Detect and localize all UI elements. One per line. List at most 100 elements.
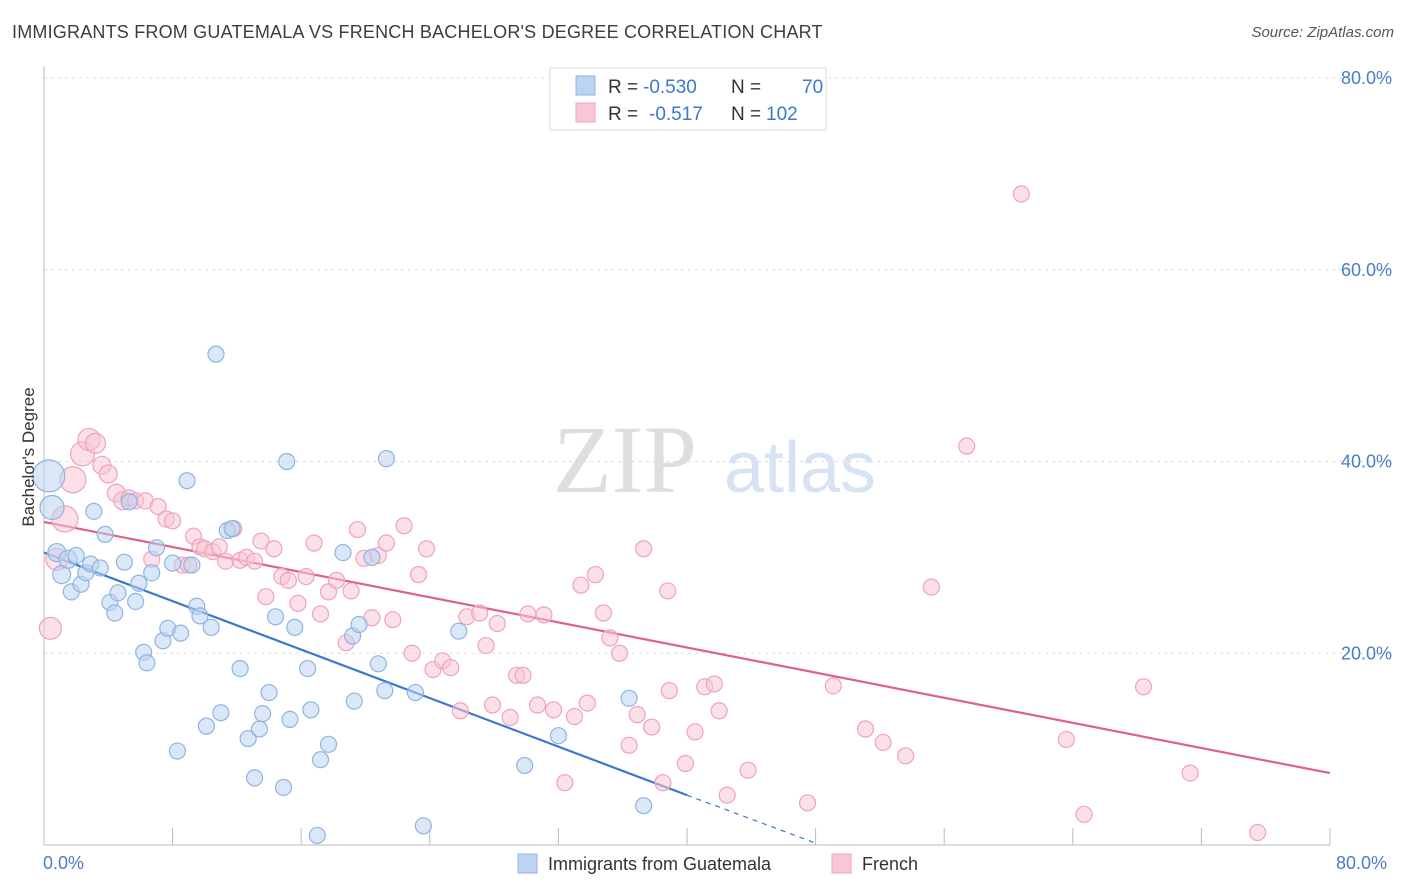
- y-tick-label-80: 80.0%: [1341, 68, 1392, 88]
- french-point: [610, 644, 629, 662]
- french-point: [252, 532, 270, 550]
- legend-box: [549, 67, 827, 131]
- guatemala-point: [164, 554, 182, 572]
- french-point: [856, 720, 875, 738]
- legend: R = -0.530 N = 70 R = -0.517 N = 102: [549, 67, 827, 131]
- guatemala-point: [376, 682, 394, 700]
- legend-n-value-2: 102: [766, 104, 798, 125]
- guatemala-point: [260, 683, 278, 702]
- french-point: [565, 707, 584, 726]
- guatemala-point: [109, 584, 127, 602]
- guatemala-point: [245, 769, 264, 787]
- french-point: [217, 552, 235, 570]
- guatemala-point: [634, 797, 653, 815]
- french-point: [245, 552, 264, 570]
- guatemala-point: [168, 742, 187, 760]
- watermark-zip: ZIP: [553, 406, 697, 513]
- french-point: [739, 761, 757, 779]
- guatemala-point: [620, 689, 638, 707]
- guatemala-point: [254, 705, 272, 723]
- french-point: [594, 604, 613, 622]
- french-point: [705, 675, 723, 693]
- guatemala-point: [377, 450, 395, 468]
- french-point: [38, 616, 63, 640]
- french-point: [1181, 764, 1199, 782]
- guatemala-point: [345, 692, 363, 710]
- bottom-legend-swatch-guatemala: [517, 853, 538, 874]
- french-point: [544, 701, 563, 719]
- french-point: [514, 666, 532, 684]
- french-point: [257, 588, 275, 606]
- bottom-legend-label-french: French: [862, 854, 918, 874]
- legend-swatch-french: [575, 102, 596, 123]
- guatemala-point: [191, 607, 209, 625]
- french-point: [578, 694, 596, 712]
- french-point: [84, 432, 107, 454]
- guatemala-point: [143, 564, 161, 582]
- french-point: [384, 611, 402, 629]
- guatemala-point: [286, 618, 304, 636]
- guatemala-point: [106, 604, 124, 622]
- french-point: [874, 733, 892, 752]
- french-point: [377, 534, 395, 552]
- french-point: [958, 437, 976, 455]
- french-point: [1249, 823, 1267, 842]
- legend-r-label-2: R =: [608, 104, 638, 125]
- french-point: [395, 517, 413, 535]
- legend-n-value-1: 70: [802, 77, 823, 98]
- watermark-atlas: atlas: [724, 428, 876, 508]
- guatemala-point: [281, 710, 299, 729]
- french-point: [1075, 805, 1093, 823]
- french-point: [620, 736, 638, 754]
- bottom-legend-label-guatemala: Immigrants from Guatemala: [548, 854, 772, 874]
- french-point: [297, 567, 315, 586]
- guatemala-point: [147, 539, 166, 557]
- french-point: [676, 754, 694, 773]
- legend-n-label-1: N =: [731, 77, 761, 98]
- guatemala-point: [223, 520, 241, 538]
- french-point: [718, 786, 736, 804]
- french-point: [451, 702, 469, 720]
- chart-title: IMMIGRANTS FROM GUATEMALA VS FRENCH BACH…: [12, 22, 823, 42]
- legend-r-value-2: -0.517: [649, 104, 703, 125]
- grid-lines: [44, 77, 1392, 654]
- guatemala-point: [369, 655, 387, 673]
- french-point: [98, 464, 118, 484]
- french-point: [922, 578, 940, 596]
- guatemala-point: [130, 574, 148, 592]
- guatemala-points: [32, 345, 653, 845]
- y-axis-label: Bachelor's Degree: [19, 387, 38, 526]
- guatemala-point: [406, 683, 424, 702]
- guatemala-point: [231, 659, 249, 678]
- guatemala-point: [67, 546, 85, 565]
- guatemala-point: [302, 701, 320, 719]
- french-point: [1012, 185, 1030, 203]
- guatemala-point: [350, 615, 368, 634]
- guatemala-trend-extension: [686, 794, 816, 844]
- guatemala-point: [115, 553, 133, 571]
- x-tick-label-min: 0.0%: [43, 853, 84, 873]
- french-point: [601, 629, 619, 647]
- x-tick-label-max: 80.0%: [1336, 853, 1387, 873]
- french-point: [348, 520, 367, 539]
- guatemala-point: [212, 704, 230, 722]
- guatemala-point: [414, 817, 432, 835]
- guatemala-point: [96, 525, 114, 543]
- french-point: [477, 636, 495, 655]
- french-point: [279, 571, 297, 589]
- french-point: [586, 566, 604, 584]
- guatemala-point: [127, 592, 145, 611]
- french-point: [824, 677, 842, 695]
- french-point: [634, 540, 653, 558]
- guatemala-point: [299, 659, 317, 678]
- french-point: [409, 566, 428, 584]
- y-tick-labels: 20.0% 40.0% 60.0% 80.0%: [1341, 68, 1392, 663]
- guatemala-point: [207, 345, 225, 363]
- french-point: [483, 696, 502, 714]
- french-point: [164, 512, 182, 530]
- guatemala-point: [91, 559, 109, 577]
- french-point: [1134, 678, 1153, 696]
- french-point: [149, 497, 167, 516]
- guatemala-point: [197, 717, 215, 735]
